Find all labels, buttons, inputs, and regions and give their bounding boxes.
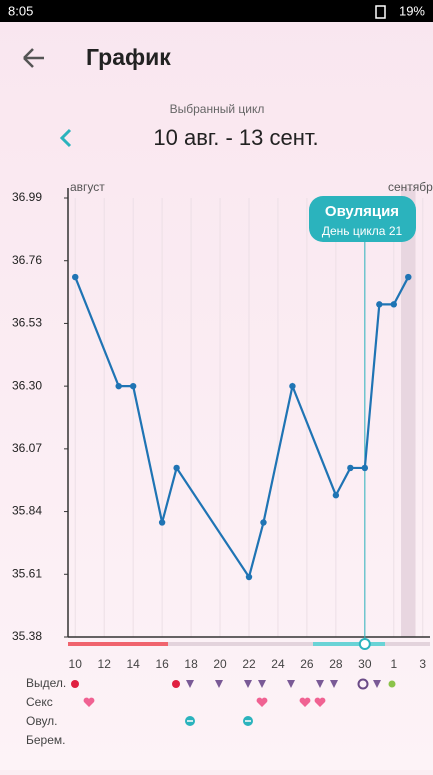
cycle-caption: Выбранный цикл [170,102,265,116]
icon-discharge [244,680,252,688]
status-battery: 19% [399,3,425,18]
back-button[interactable] [23,48,44,68]
temperature-point [405,273,412,281]
icon-heart [299,697,311,707]
y-tick-label: 36.07 [12,441,42,455]
x-tick-label: 24 [271,657,285,671]
ovulation-marker [358,638,371,650]
temperature-point [347,464,354,472]
month-label: сентябр [388,180,433,194]
status-bar [0,0,433,22]
symptom-label: Берем. [26,733,65,747]
temperature-point [390,301,397,308]
icon-heart [256,697,268,707]
icon-heart [314,697,326,707]
temperature-point [72,273,79,281]
icon-discharge [316,680,324,688]
icon-ring [357,678,369,690]
icon-blood [71,680,79,688]
symptom-label: Овул. [26,714,58,728]
status-time: 8:05 [8,3,33,18]
x-tick-label: 22 [242,657,256,671]
y-tick-label: 36.76 [12,253,42,267]
x-tick-label: 28 [329,657,343,671]
annotation-subtitle: День цикла 21 [322,224,403,238]
cycle-range: 10 авг. - 13 сент. [153,125,318,150]
temperature-point [260,519,267,526]
temperature-point [173,464,180,472]
temperature-point [376,301,383,308]
x-tick-label: 10 [69,657,83,671]
icon-discharge [287,680,295,688]
temperature-point [115,382,122,390]
icon-blood [172,680,180,688]
x-tick-label: 14 [126,657,140,671]
temperature-point [129,382,137,390]
annotation-box [309,196,416,242]
icon-heart [83,697,95,707]
temperature-point [361,464,369,472]
temperature-line [74,276,410,580]
month-label: август [70,180,105,194]
annotation-title: Овуляция [325,203,399,220]
temperature-point [289,382,296,390]
symptom-label: Выдел. [26,676,66,690]
icon-discharge [186,680,194,688]
icon-discharge [258,680,266,688]
temperature-point [332,492,340,499]
battery-icon [375,5,386,19]
icon-discharge [215,680,223,688]
y-tick-label: 35.84 [12,504,42,518]
x-tick-label: 1 [390,657,397,671]
y-tick-label: 35.38 [12,629,42,643]
x-tick-label: 16 [155,657,169,671]
x-tick-label: 3 [419,657,426,671]
icon-discharge [373,680,381,688]
symptom-label: Секс [26,695,53,709]
temperature-point [245,573,253,581]
icon-discharge [330,680,338,688]
x-tick-label: 12 [98,657,112,671]
highlight-column [401,188,416,637]
y-tick-label: 36.30 [12,378,42,392]
x-tick-label: 26 [300,657,314,671]
temperature-point [158,519,166,526]
x-tick-label: 30 [358,657,372,671]
icon-sun [388,680,396,688]
x-tick-label: 18 [184,657,198,671]
y-tick-label: 35.61 [12,566,42,580]
x-tick-label: 20 [213,657,227,671]
y-tick-label: 36.99 [12,190,42,204]
prev-cycle[interactable] [59,128,72,148]
page-title: График [86,44,171,70]
y-tick-label: 36.53 [12,316,42,330]
